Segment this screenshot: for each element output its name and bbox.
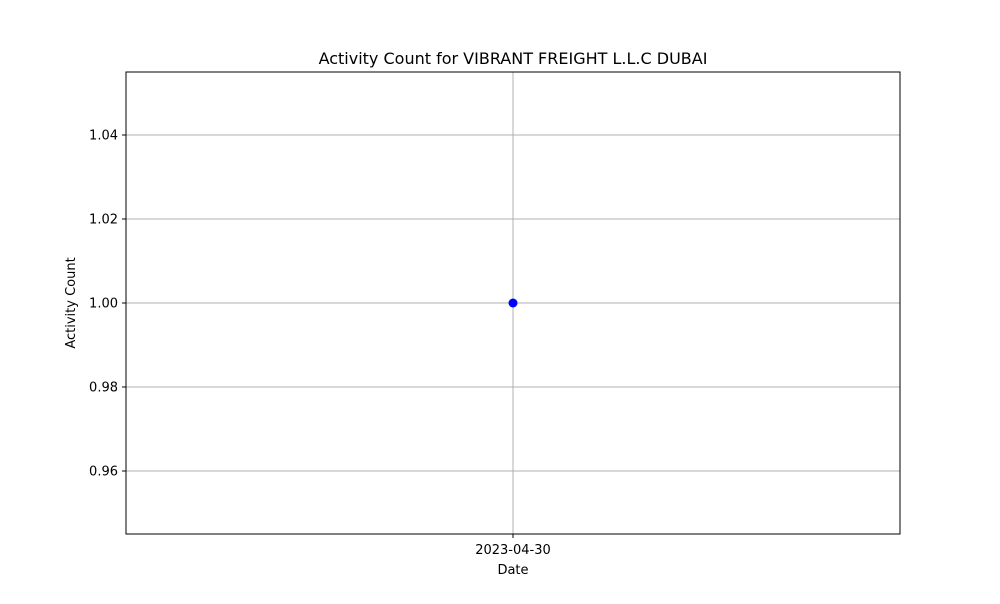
y-axis-label: Activity Count [64, 257, 79, 348]
x-axis-label: Date [497, 563, 528, 578]
data-point [508, 298, 518, 308]
x-axis-ticks: 2023-04-30 [475, 534, 551, 558]
y-tick-label: 1.00 [89, 297, 118, 312]
y-tick-label: 0.96 [89, 465, 118, 480]
y-tick-label: 0.98 [89, 381, 118, 396]
y-tick-label: 1.02 [89, 213, 118, 228]
chart-title: Activity Count for VIBRANT FREIGHT L.L.C… [319, 49, 708, 68]
y-axis-ticks: 0.96 0.98 1.00 1.02 1.04 [89, 129, 126, 480]
series-points [508, 298, 518, 308]
y-tick-label: 1.04 [89, 129, 118, 144]
x-tick-label: 2023-04-30 [475, 543, 551, 558]
